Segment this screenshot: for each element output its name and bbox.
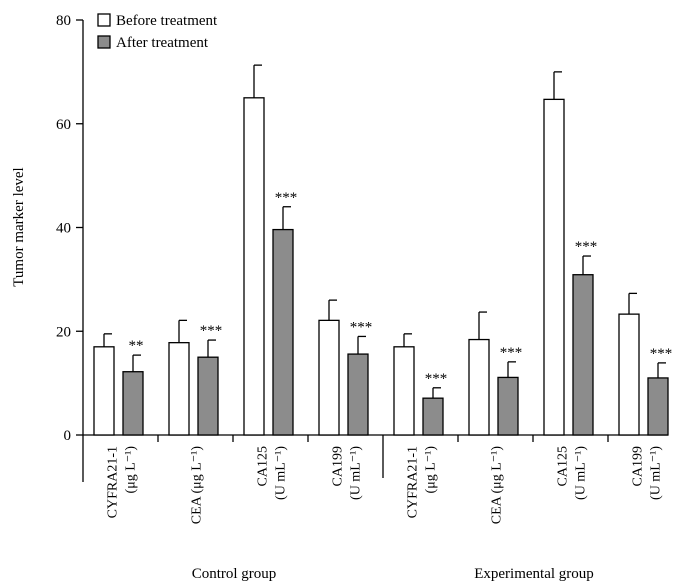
bar-after: [197, 356, 219, 436]
bars: [93, 64, 669, 436]
bar-after: [272, 228, 294, 436]
category-label: (μg L⁻¹): [424, 446, 439, 494]
category-label: CA199: [631, 446, 646, 486]
bar-after: [122, 371, 144, 436]
significance-label: ***: [650, 346, 673, 362]
bar-before: [318, 319, 340, 436]
category-label: (U mL⁻¹): [574, 446, 589, 500]
bar-after: [497, 376, 519, 436]
y-tick-label: 40: [56, 221, 71, 237]
significance-label: ***: [275, 190, 298, 206]
bar-before: [543, 98, 565, 436]
significance-label: ***: [575, 239, 598, 255]
y-axis-title: Tumor marker level: [11, 167, 27, 286]
legend-label-before: Before treatment: [116, 13, 218, 29]
bar-after: [347, 353, 369, 436]
category-label: CA199: [331, 446, 346, 486]
category-label: CEA (μg L⁻¹): [190, 446, 205, 525]
y-tick-label: 80: [56, 13, 71, 29]
category-label: (U mL⁻¹): [649, 446, 664, 500]
bar-after: [647, 377, 669, 436]
bar-before: [393, 346, 415, 436]
legend-swatch-after: [97, 35, 111, 49]
category-label: (U mL⁻¹): [349, 446, 364, 500]
y-tick-label: 0: [64, 428, 72, 444]
y-tick-label: 20: [56, 324, 71, 340]
category-label: CYFRA21-1: [106, 446, 121, 518]
significance-label: ***: [500, 345, 523, 361]
y-tick-label: 60: [56, 117, 71, 133]
category-label: (U mL⁻¹): [274, 446, 289, 500]
legend-swatch-before: [97, 13, 111, 27]
significance-label: ***: [350, 319, 373, 335]
category-label: CYFRA21-1: [406, 446, 421, 518]
bar-before: [243, 97, 265, 436]
legend: Before treatment After treatment: [97, 13, 218, 51]
category-label: CEA (μg L⁻¹): [490, 446, 505, 525]
bar-before: [93, 346, 115, 436]
category-label: CA125: [556, 446, 571, 486]
legend-label-after: After treatment: [116, 35, 209, 51]
significance-label: ***: [200, 323, 223, 339]
significance-label: **: [129, 338, 144, 354]
bar-after: [422, 397, 444, 436]
bar-after: [572, 274, 594, 436]
bar-before: [168, 342, 190, 436]
group-label: Experimental group: [474, 566, 594, 582]
category-label: CA125: [256, 446, 271, 486]
bar-before: [468, 338, 490, 436]
bar-before: [618, 313, 640, 436]
group-label: Control group: [192, 566, 277, 582]
category-label: (μg L⁻¹): [124, 446, 139, 494]
labels: Tumor marker level**CYFRA21-1 (μg L⁻¹)***…: [11, 167, 672, 582]
significance-label: ***: [425, 371, 448, 387]
